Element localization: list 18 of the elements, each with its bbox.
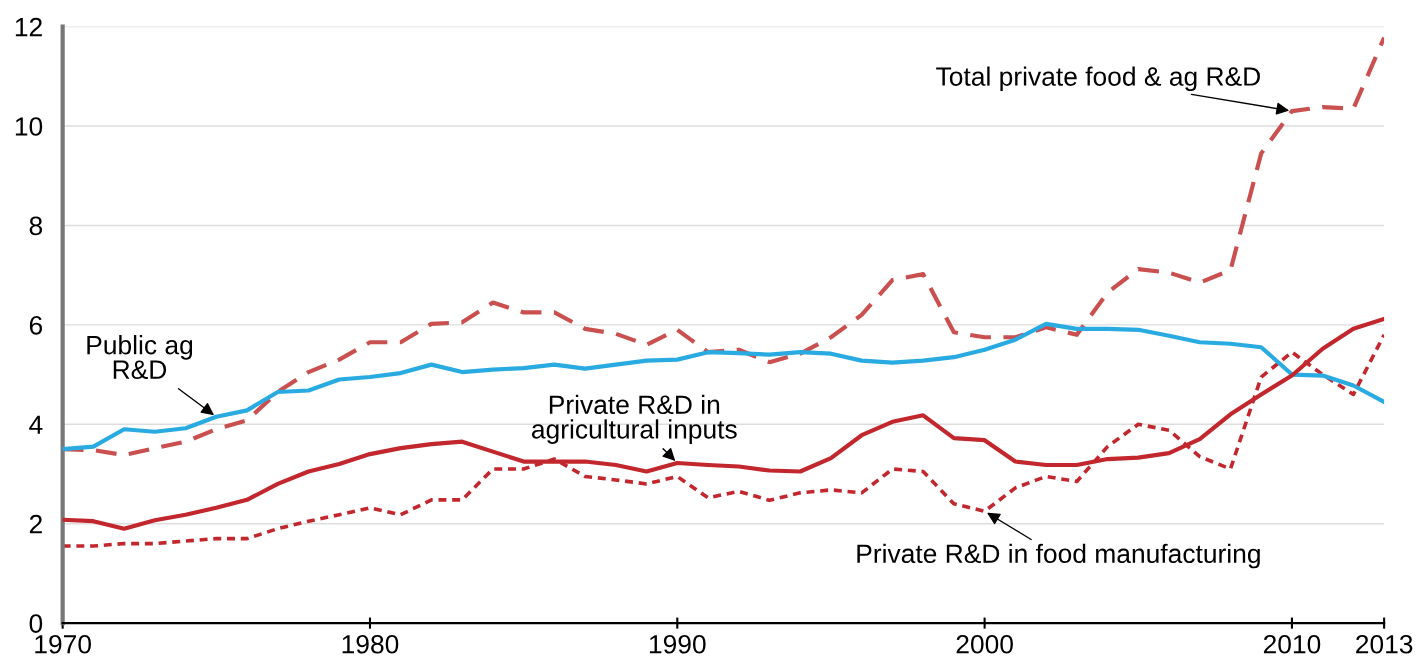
x-tick-label: 2000 xyxy=(956,634,1013,654)
y-tick-label: 6 xyxy=(29,315,43,335)
x-tick-label: 1980 xyxy=(342,634,399,654)
x-tick-label: 2010 xyxy=(1263,634,1321,654)
series-label: Total private food & ag R&D xyxy=(936,66,1260,92)
line-series xyxy=(62,321,1385,452)
y-tick-label: 2 xyxy=(29,514,42,534)
series-label: Private R&D in agricultural inputs xyxy=(531,394,737,444)
y-tick-label: 0 xyxy=(29,614,43,633)
y-tick-label: 4 xyxy=(29,415,43,434)
series-label: Public ag R&D xyxy=(87,335,193,380)
x-tick-label: 2013 xyxy=(1356,634,1413,654)
y-tick-label: 8 xyxy=(29,216,43,236)
x-tick-label: 1990 xyxy=(649,634,706,654)
x-tick-label: 1970 xyxy=(35,634,91,654)
series-label: Private R&D in food manufacturing xyxy=(857,543,1260,569)
y-tick-label: 12 xyxy=(15,17,42,37)
y-tick-label: 10 xyxy=(15,117,43,136)
